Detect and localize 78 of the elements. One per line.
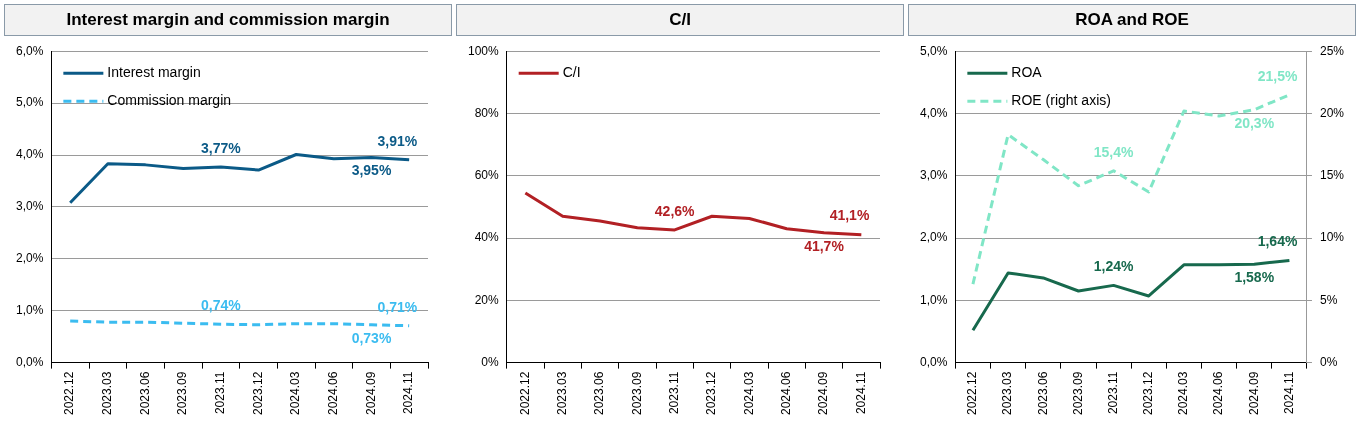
x-tick-label: 2024.09	[363, 371, 378, 416]
y2-tick-label: 20%	[1319, 105, 1345, 120]
y-tick-label: 40%	[474, 230, 500, 245]
x-tick-label: 2023.12	[1141, 371, 1156, 416]
data-label: 3,91%	[377, 132, 418, 149]
y-tick-label: 2,0%	[919, 230, 948, 245]
y-tick-label: 1,0%	[15, 303, 44, 318]
x-tick-label: 2024.06	[778, 371, 793, 416]
y-tick-label: 80%	[474, 105, 500, 120]
data-label: 3,77%	[200, 139, 242, 156]
y-tick-label: 4,0%	[15, 147, 44, 162]
x-tick-label: 2023.11	[666, 371, 681, 415]
data-label: 21,5%	[1257, 67, 1298, 84]
chart-title: C/I	[456, 4, 904, 36]
data-label: 0,71%	[377, 298, 418, 315]
y2-tick-label: 5%	[1319, 292, 1338, 307]
data-label: 1,58%	[1234, 269, 1275, 286]
x-tick-label: 2023.06	[137, 371, 152, 416]
legend-label: C/I	[562, 64, 581, 81]
x-tick-label: 2024.03	[288, 371, 303, 416]
chart-title: ROA and ROE	[908, 4, 1356, 36]
y-tick-label: 1,0%	[919, 292, 948, 307]
x-tick-label: 2023.09	[629, 371, 644, 416]
x-tick-label: 2024.09	[1246, 371, 1261, 416]
data-label: 0,73%	[351, 329, 392, 346]
x-tick-label: 2024.03	[1176, 371, 1191, 416]
x-tick-label: 2022.12	[62, 371, 77, 416]
data-label: 15,4%	[1093, 143, 1134, 160]
data-label: 41,1%	[829, 207, 870, 224]
y2-tick-label: 15%	[1319, 168, 1345, 183]
x-tick-label: 2023.12	[704, 371, 719, 416]
legend-label: ROE (right axis)	[1011, 92, 1111, 109]
data-label: 0,74%	[200, 297, 242, 314]
legend-label: Commission margin	[107, 92, 232, 109]
x-tick-label: 2022.12	[965, 371, 980, 416]
x-tick-label: 2023.06	[592, 371, 607, 416]
y-tick-label: 60%	[474, 168, 500, 183]
data-label: 1,64%	[1257, 233, 1298, 250]
y-tick-label: 4,0%	[919, 105, 948, 120]
chart-title: Interest margin and commission margin	[4, 4, 452, 36]
y-tick-label: 0%	[481, 354, 500, 369]
y-tick-label: 100%	[467, 43, 500, 58]
data-label: 1,24%	[1093, 258, 1134, 275]
x-tick-label: 2023.09	[175, 371, 190, 416]
x-tick-label: 2024.09	[816, 371, 831, 416]
x-tick-label: 2023.03	[555, 371, 569, 416]
y-tick-label: 3,0%	[15, 199, 44, 214]
x-tick-label: 2023.09	[1070, 371, 1085, 416]
y-tick-label: 6,0%	[15, 43, 44, 58]
x-tick-label: 2023.03	[100, 371, 115, 416]
x-tick-label: 2024.06	[1211, 371, 1226, 416]
x-tick-label: 2023.11	[213, 371, 228, 415]
legend-label: Interest margin	[107, 64, 201, 81]
x-tick-label: 2024.06	[326, 371, 341, 416]
x-tick-label: 2022.12	[517, 371, 532, 416]
x-tick-label: 2024.11	[1281, 371, 1296, 415]
data-label: 20,3%	[1234, 114, 1275, 131]
x-tick-label: 2023.03	[1000, 371, 1015, 416]
y-tick-label: 20%	[474, 292, 500, 307]
y2-tick-label: 25%	[1319, 43, 1345, 58]
y-tick-label: 5,0%	[15, 95, 44, 110]
x-tick-label: 2023.06	[1035, 371, 1050, 416]
x-tick-label: 2024.11	[853, 371, 868, 415]
x-tick-label: 2023.12	[250, 371, 265, 416]
y-tick-label: 3,0%	[919, 168, 948, 183]
x-tick-label: 2024.11	[401, 371, 416, 415]
x-tick-label: 2023.11	[1105, 371, 1120, 415]
y-tick-label: 0,0%	[919, 354, 948, 369]
data-label: 42,6%	[654, 202, 696, 219]
legend-label: ROA	[1011, 64, 1043, 81]
y-tick-label: 0,0%	[15, 354, 44, 369]
data-label: 41,7%	[804, 237, 845, 254]
y-tick-label: 5,0%	[919, 43, 948, 58]
x-tick-label: 2024.03	[741, 371, 756, 416]
y2-tick-label: 0%	[1319, 354, 1338, 369]
data-label: 3,95%	[351, 162, 392, 179]
y-tick-label: 2,0%	[15, 251, 44, 266]
y2-tick-label: 10%	[1319, 230, 1345, 245]
